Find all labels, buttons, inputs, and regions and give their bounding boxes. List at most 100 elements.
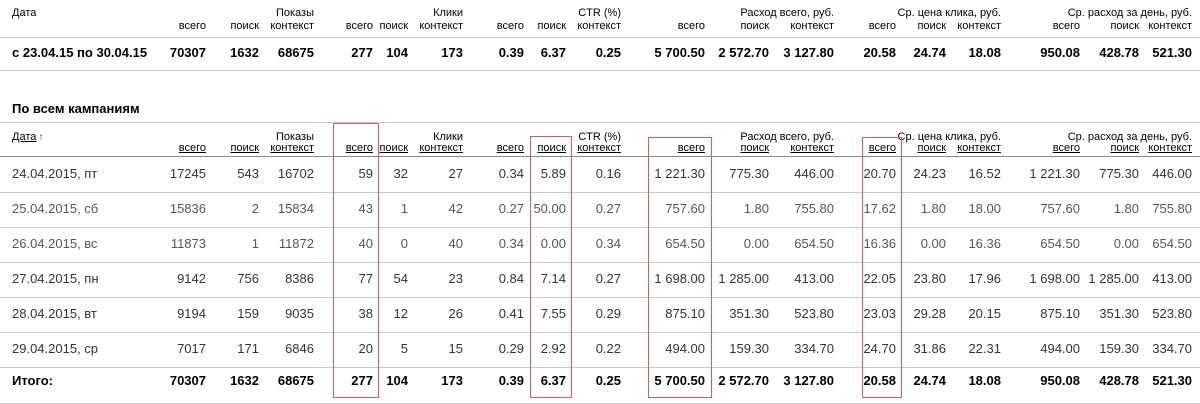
sort-cost-context[interactable]: контекст: [790, 142, 834, 154]
sort-daily-search[interactable]: поиск: [1110, 142, 1139, 154]
sort-cpc-context: контекст: [957, 20, 1001, 32]
period-value: 68675: [277, 45, 314, 60]
cell-value: 40: [358, 236, 373, 251]
cell-value: 12: [393, 306, 408, 321]
sort-ctr-total[interactable]: всего: [496, 142, 524, 154]
cell-value: 1 221.30: [654, 166, 705, 181]
cell-value: 17.62: [863, 201, 896, 216]
total-value: 1632: [230, 373, 259, 388]
cell-value: 523.80: [794, 306, 834, 321]
cell-value: 32: [393, 166, 408, 181]
sort-impressions-search[interactable]: поиск: [230, 142, 259, 154]
total-value: 20.58: [863, 373, 896, 388]
sort-cpc-search[interactable]: поиск: [917, 142, 946, 154]
cell-value: 31.86: [913, 341, 946, 356]
sort-clicks-search: поиск: [379, 20, 408, 32]
cell-value: 23: [448, 271, 463, 286]
total-value: 68675: [277, 373, 314, 388]
cell-value: 0.34: [595, 236, 621, 251]
cell-value: 755.80: [1152, 201, 1192, 216]
cell-value: 757.60: [665, 201, 705, 216]
sort-daily-total[interactable]: всего: [1052, 142, 1080, 154]
period-value: 18.08: [968, 45, 1001, 60]
cell-value: 9194: [177, 306, 206, 321]
column-group-cost: Расход всего, руб.: [740, 7, 834, 19]
sort-cost-total[interactable]: всего: [677, 142, 705, 154]
cell-value: 9142: [177, 271, 206, 286]
period-value: 20.58: [863, 45, 896, 60]
total-value: 24.74: [913, 373, 946, 388]
sort-clicks-search[interactable]: поиск: [379, 142, 408, 154]
cell-value: 446.00: [794, 166, 834, 181]
total-value: 521.30: [1152, 373, 1192, 388]
column-group-cpc: Ср. цена клика, руб.: [897, 7, 1001, 19]
sort-ctr-total: всего: [496, 20, 524, 32]
cell-value: 159: [237, 306, 259, 321]
cell-value: 15836: [169, 201, 206, 216]
total-value: 6.37: [540, 373, 566, 388]
cell-value: 159.30: [1099, 341, 1139, 356]
cell-value: 1 285.00: [1088, 271, 1139, 286]
sort-daily-search: поиск: [1110, 20, 1139, 32]
cell-value: 40: [448, 236, 463, 251]
cell-value: 875.10: [1040, 306, 1080, 321]
sort-impressions-total[interactable]: всего: [178, 142, 206, 154]
highlight-cpc-total: [862, 137, 902, 398]
sort-clicks-total[interactable]: всего: [345, 142, 373, 154]
sort-ctr-search[interactable]: поиск: [537, 142, 566, 154]
cell-value: 77: [358, 271, 373, 286]
divider: [0, 37, 1200, 38]
cell-value: 1.80: [920, 201, 946, 216]
period-value: 2 572.70: [718, 45, 769, 60]
sort-cpc-total[interactable]: всего: [868, 142, 896, 154]
sort-cost-context: контекст: [790, 20, 834, 32]
cell-value: 2.92: [540, 341, 566, 356]
cell-value: 20.70: [863, 166, 896, 181]
period-value: 70307: [169, 45, 206, 60]
cell-value: 0: [400, 236, 408, 251]
cell-value: 6846: [285, 341, 314, 356]
cell-value: 0.41: [498, 306, 524, 321]
total-value: 3 127.80: [783, 373, 834, 388]
date-sort-header[interactable]: Дата ↑: [12, 131, 43, 144]
cell-value: 1 698.00: [1029, 271, 1080, 286]
cell-value: 26: [448, 306, 463, 321]
cell-value: 654.50: [1152, 236, 1192, 251]
column-group-ctr: CTR (%): [578, 131, 621, 143]
period-value: 6.37: [540, 45, 566, 60]
sort-ctr-context[interactable]: контекст: [577, 142, 621, 154]
row-date: 29.04.2015, ср: [12, 341, 99, 356]
sort-impressions-context: контекст: [270, 20, 314, 32]
total-label: Итого:: [12, 373, 53, 388]
period-value: 173: [441, 45, 463, 60]
cell-value: 22.05: [863, 271, 896, 286]
sort-cpc-total: всего: [868, 20, 896, 32]
cell-value: 38: [358, 306, 373, 321]
sort-cpc-search: поиск: [917, 20, 946, 32]
cell-value: 11872: [278, 236, 314, 251]
period-value: 0.39: [498, 45, 524, 60]
date-sort-link[interactable]: Дата: [12, 131, 37, 143]
divider: [0, 192, 1200, 193]
sort-clicks-context[interactable]: контекст: [419, 142, 463, 154]
cell-value: 413.00: [794, 271, 834, 286]
cell-value: 0.00: [920, 236, 946, 251]
cell-value: 9035: [285, 306, 314, 321]
period-value: 428.78: [1099, 45, 1139, 60]
sort-daily-context[interactable]: контекст: [1148, 142, 1192, 154]
row-date: 24.04.2015, пт: [12, 166, 98, 181]
total-value: 0.39: [498, 373, 524, 388]
sort-impressions-context[interactable]: контекст: [270, 142, 314, 154]
period-value: 1632: [230, 45, 259, 60]
sort-cost-search[interactable]: поиск: [740, 142, 769, 154]
column-group-impressions: Показы: [275, 131, 314, 143]
column-group-clicks: Клики: [433, 7, 463, 19]
cell-value: 16.52: [968, 166, 1001, 181]
total-value: 104: [386, 373, 408, 388]
cell-value: 1 285.00: [718, 271, 769, 286]
cell-value: 0.27: [498, 201, 524, 216]
column-group-ctr: CTR (%): [578, 7, 621, 19]
cell-value: 0.27: [595, 271, 621, 286]
cell-value: 17245: [169, 166, 206, 181]
sort-cpc-context[interactable]: контекст: [957, 142, 1001, 154]
